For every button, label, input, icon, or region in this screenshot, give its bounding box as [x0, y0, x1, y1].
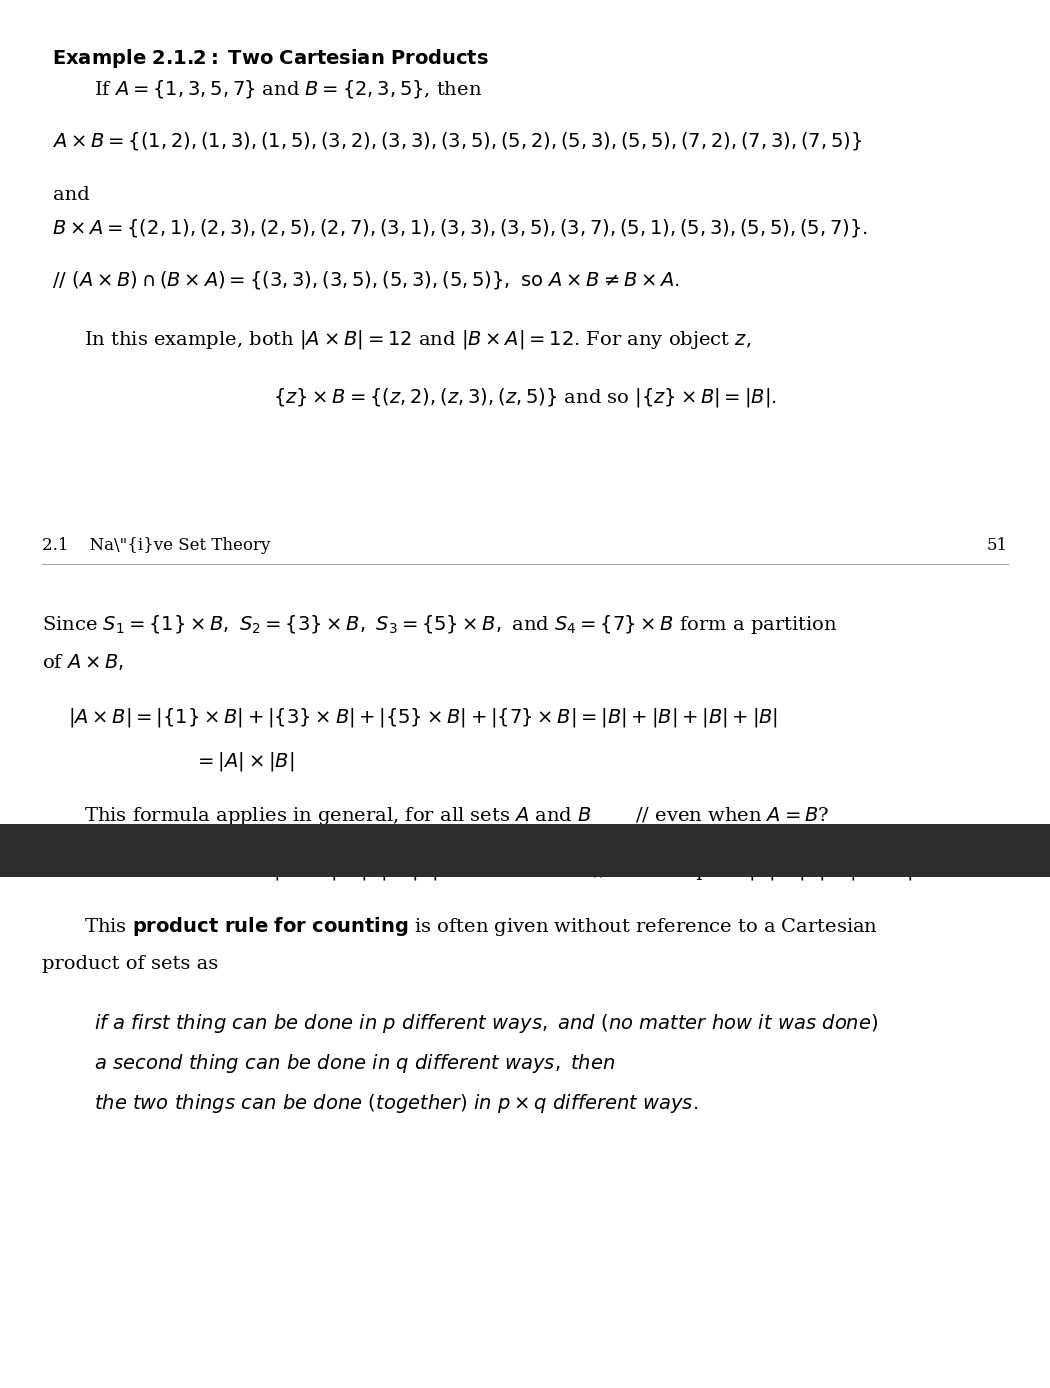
Text: and: and: [52, 186, 89, 204]
Text: $\mathit{//\ (A \times B) \cap (B \times A) = \{(3,3),(3,5),(5,3),(5,5)\},\ \mat: $\mathit{//\ (A \times B) \cap (B \times…: [52, 269, 680, 291]
Text: $A \times B = \{(1,2),(1,3),(1,5),(3,2),(3,3),(3,5),(5,2),(5,3),(5,5),(7,2),(7,3: $A \times B = \{(1,2),(1,3),(1,5),(3,2),…: [52, 130, 863, 153]
Text: This $\mathbf{product\ rule\ for\ counting}$ is often given without reference to: This $\mathbf{product\ rule\ for\ counti…: [84, 915, 878, 938]
Text: $\mathit{if\ a\ first\ thing\ can\ be\ done\ in\ p\ different\ ways,\ and\ (no\ : $\mathit{if\ a\ first\ thing\ can\ be\ d…: [94, 1012, 879, 1035]
Text: of $A \times B,$: of $A \times B,$: [42, 652, 124, 672]
Text: $\bf{Example\ 2.1.2:\ Two\ Cartesian\ Products}$: $\bf{Example\ 2.1.2:\ Two\ Cartesian\ Pr…: [52, 47, 489, 71]
Text: In this example, both $|A \times B| = 12$ and $|B \times A| = 12$. For any objec: In this example, both $|A \times B| = 12…: [84, 328, 752, 351]
Text: If $A = \{1,3,5,7\}$ and $B = \{2,3,5\}$, then: If $A = \{1,3,5,7\}$ and $B = \{2,3,5\}$…: [94, 78, 483, 100]
Bar: [0, 824, 1050, 877]
Text: $\{z\} \times B = \{(z,2),(z,3),(z,5)\}$ and so $|\{z\} \times B| = |B|.$: $\{z\} \times B = \{(z,2),(z,3),(z,5)\}$…: [273, 386, 777, 409]
Text: $\mathit{the\ two\ things\ can\ be\ done\ (together)\ in\ }$$p \times q$$\mathit: $\mathit{the\ two\ things\ can\ be\ done…: [94, 1092, 698, 1116]
Text: 2.1    Na\"{i}ve Set Theory: 2.1 Na\"{i}ve Set Theory: [42, 537, 271, 554]
Text: $\mathit{a\ second\ thing\ can\ be\ done\ in\ q\ different\ ways,\ then}$: $\mathit{a\ second\ thing\ can\ be\ done…: [94, 1052, 616, 1076]
Text: $B \times A = \{(2,1),(2,3),(2,5),(2,7),(3,1),(3,3),(3,5),(3,7),(5,1),(5,3),(5,5: $B \times A = \{(2,1),(2,3),(2,5),(2,7),…: [52, 217, 868, 239]
Text: $|A \times B| = |\{1\} \times B|+|\{3\} \times B|+|\{5\} \times B|+|\{7\} \times: $|A \times B| = |\{1\} \times B|+|\{3\} …: [68, 706, 778, 730]
Text: Since $S_1 = \{1\} \times B,\ S_2 = \{3\} \times B,\ S_3 = \{5\} \times B,$ and : Since $S_1 = \{1\} \times B,\ S_2 = \{3\…: [42, 613, 838, 637]
Text: product of sets as: product of sets as: [42, 955, 218, 973]
Text: This formula applies in general, for all sets $A$ and $B$$\qquad$ // even when $: This formula applies in general, for all…: [84, 805, 830, 827]
Text: // which equals $|B| \times |A| = |B \times A|$: // which equals $|B| \times |A| = |B \ti…: [593, 859, 912, 883]
Text: $|A \times B| = |A| \times |B|$: $|A \times B| = |A| \times |B|$: [273, 859, 437, 883]
Text: 51: 51: [987, 537, 1008, 554]
Text: $= |A| \times |B|$: $= |A| \times |B|$: [194, 750, 295, 773]
